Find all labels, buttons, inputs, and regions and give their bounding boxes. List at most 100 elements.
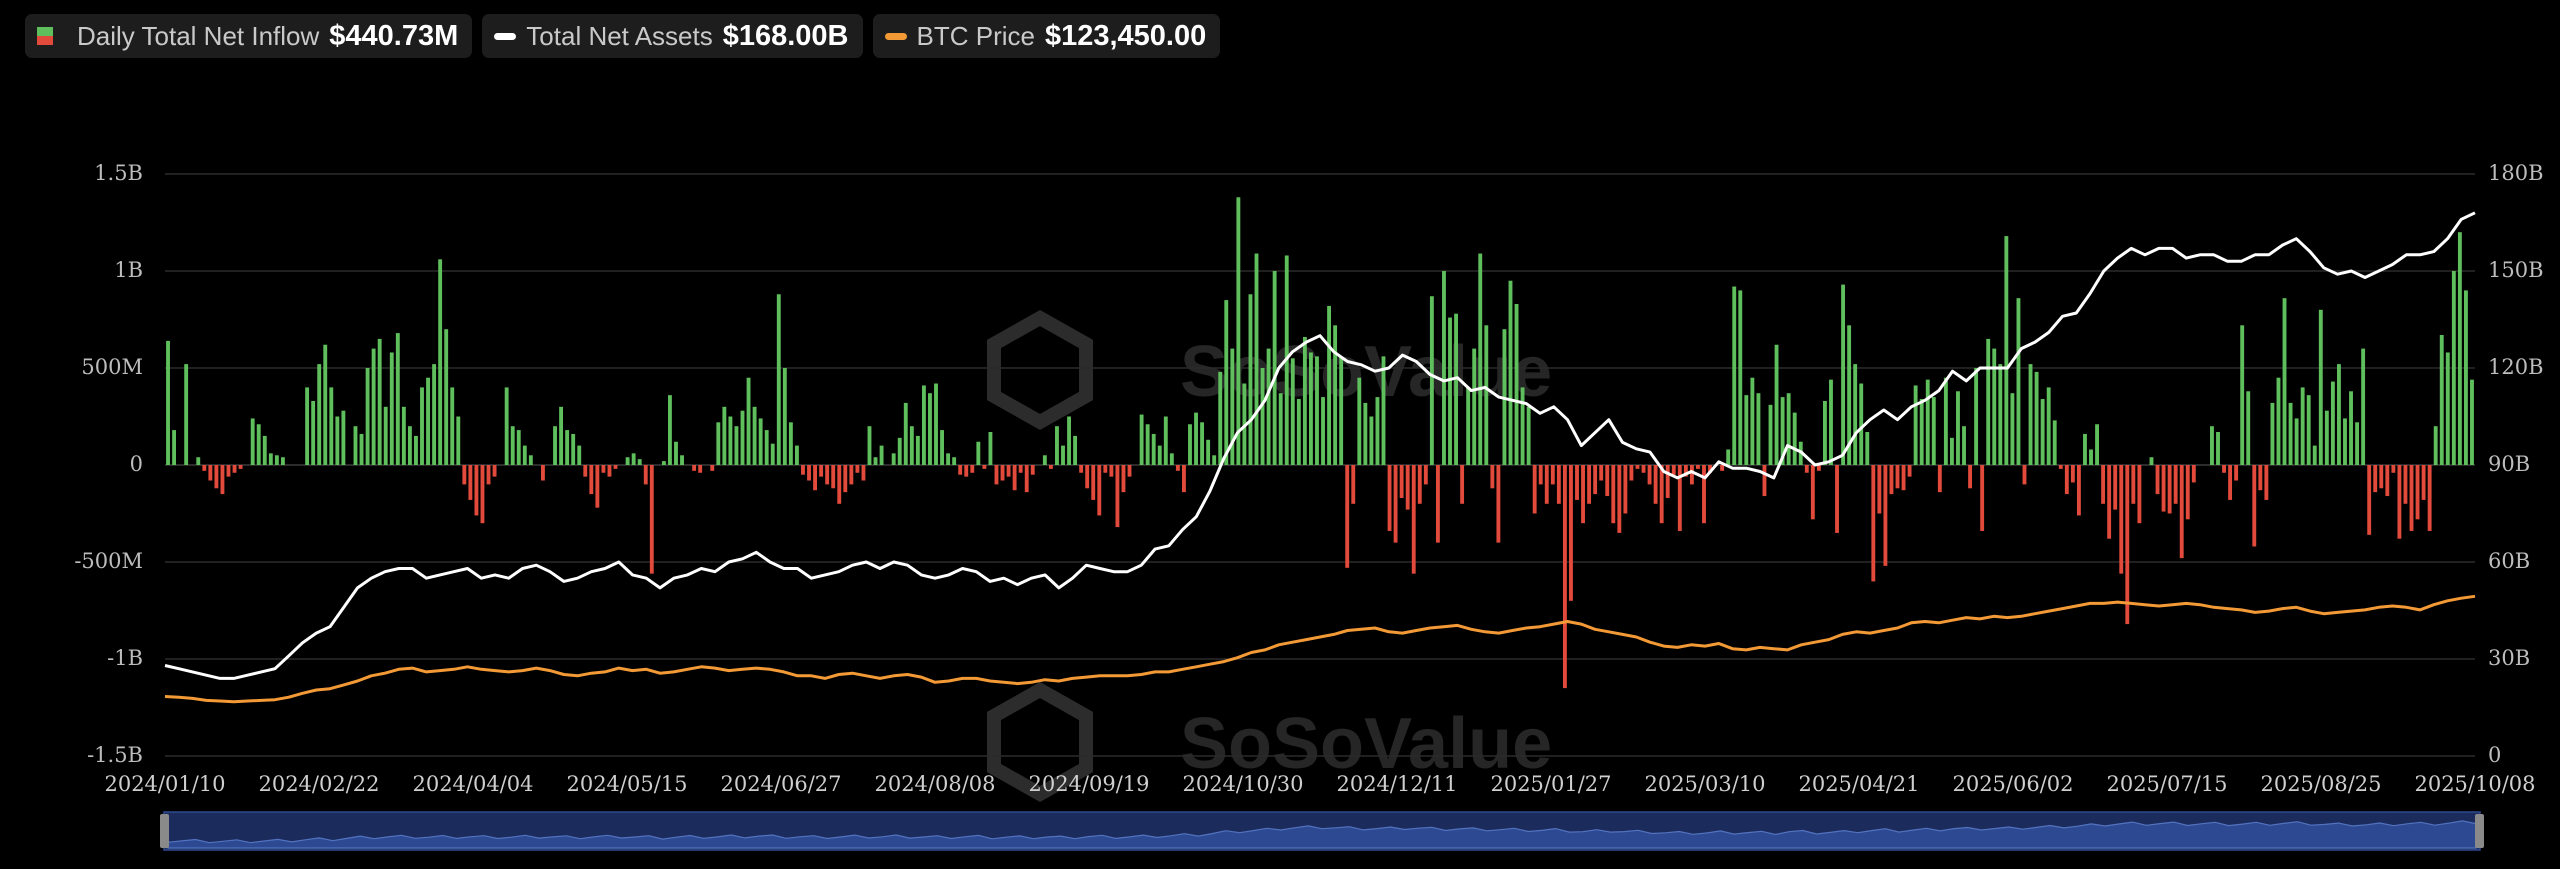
inflow-bar [2010, 393, 2015, 465]
inflow-bar [2264, 465, 2269, 500]
inflow-bar [1357, 377, 1362, 465]
series-lines [164, 211, 2476, 704]
inflow-bar [716, 422, 721, 465]
inflow-bar [2349, 391, 2353, 465]
inflow-bar [2463, 290, 2468, 465]
inflow-bar [1405, 465, 1410, 510]
navigator-right-handle[interactable] [2475, 814, 2484, 848]
inflow-bar [601, 465, 606, 473]
inflow-bar [317, 364, 322, 465]
inflow-bar [1677, 465, 1682, 531]
navigator-left-handle[interactable] [160, 814, 169, 848]
inflow-bar [1145, 424, 1150, 465]
inflow-bar [1538, 465, 1543, 485]
inflow-bar [1387, 465, 1392, 531]
inflow-bar [2397, 465, 2402, 539]
inflow-bar [1423, 465, 1428, 485]
inflow-bar [2185, 465, 2190, 520]
inflow-bar [1103, 465, 1108, 473]
inflow-bar [1659, 465, 1664, 524]
inflow-bar [1750, 377, 1755, 465]
inflow-bar [353, 426, 358, 465]
inflow-bar [1550, 465, 1555, 485]
inflow-bar [474, 465, 479, 516]
inflow-bar [2355, 422, 2360, 465]
watermark-text: SoSoValue [1180, 332, 1552, 412]
inflow-bar [2421, 465, 2426, 500]
inflow-bar [2076, 465, 2081, 516]
inflow-bar [1822, 400, 1827, 465]
bar-swatch-icon [37, 27, 53, 45]
inflow-bar [1556, 465, 1561, 504]
inflow-bar [2270, 402, 2275, 465]
legend-price[interactable]: BTC Price $123,450.00 [872, 14, 1221, 58]
inflow-bar [2191, 465, 2196, 483]
inflow-bar [849, 465, 854, 485]
inflow-bar [788, 422, 793, 465]
inflow-bar [1526, 406, 1531, 465]
inflow-bar [2282, 298, 2287, 465]
inflow-bar [1653, 465, 1658, 504]
inflow-bar [1974, 368, 1979, 465]
inflow-bar [1393, 465, 1398, 543]
inflow-bar [1599, 465, 1604, 481]
inflow-bar [2113, 465, 2118, 510]
legend-assets[interactable]: Total Net Assets $168.00B [482, 14, 863, 58]
inflow-bar [2300, 387, 2305, 465]
inflow-bar [2385, 465, 2390, 497]
inflow-bar [1200, 422, 1205, 465]
inflow-bar [1212, 455, 1217, 465]
inflow-bar [734, 426, 739, 465]
inflow-bar [1804, 465, 1809, 473]
inflow-bar [1744, 395, 1749, 465]
inflow-bar [758, 418, 763, 465]
legend-assets-label: Total Net Assets [526, 20, 713, 51]
inflow-bar [1810, 465, 1815, 520]
inflow-bar [1454, 313, 1458, 465]
inflow-bar [323, 344, 328, 465]
inflow-bar [1907, 465, 1912, 477]
inflow-bar [1871, 465, 1876, 582]
inflow-bar [2125, 465, 2130, 625]
inflow-bar [2343, 418, 2347, 465]
inflow-bar [921, 385, 926, 465]
inflow-bar [1629, 465, 1634, 481]
legend-inflow-label: Daily Total Net Inflow [77, 20, 320, 51]
inflow-bar [1756, 393, 1761, 465]
inflow-bar [1460, 465, 1465, 504]
inflow-bar [389, 352, 394, 465]
inflow-bar [1218, 371, 1223, 465]
inflow-bar [214, 465, 219, 489]
legend-inflow-value: $440.73M [329, 19, 459, 52]
inflow-bar [414, 435, 418, 465]
inflow-bar [1956, 391, 1960, 465]
inflow-bar [1411, 465, 1416, 574]
inflow-bar [958, 465, 963, 475]
legend-inflow[interactable]: Daily Total Net Inflow $440.73M [25, 14, 473, 58]
inflow-bar [2445, 352, 2450, 465]
inflow-bar [311, 400, 316, 465]
inflow-bar [1308, 352, 1313, 465]
inflow-bar [208, 465, 213, 481]
x-tick-label: 2025/06/02 [1952, 772, 2073, 796]
inflow-bar [2415, 465, 2420, 520]
inflow-bar [879, 445, 884, 465]
inflow-bar [595, 465, 600, 508]
inflow-bar [202, 465, 207, 471]
inflow-bar [1121, 465, 1126, 493]
inflow-bar [1302, 336, 1307, 465]
inflow-bar [504, 387, 509, 465]
inflow-bar [1006, 465, 1011, 477]
y-right-tick-label: 90B [2488, 452, 2530, 476]
range-navigator[interactable] [160, 811, 2484, 851]
inflow-bar [196, 457, 201, 465]
legend-price-label: BTC Price [916, 20, 1035, 51]
inflow-bar [1490, 465, 1495, 489]
inflow-bar [1919, 399, 1924, 465]
watermark-text: SoSoValue [1180, 704, 1552, 784]
inflow-bar [952, 457, 957, 465]
inflow-bar [2361, 348, 2366, 465]
inflow-bar [831, 465, 836, 489]
inflow-bar [232, 465, 237, 473]
